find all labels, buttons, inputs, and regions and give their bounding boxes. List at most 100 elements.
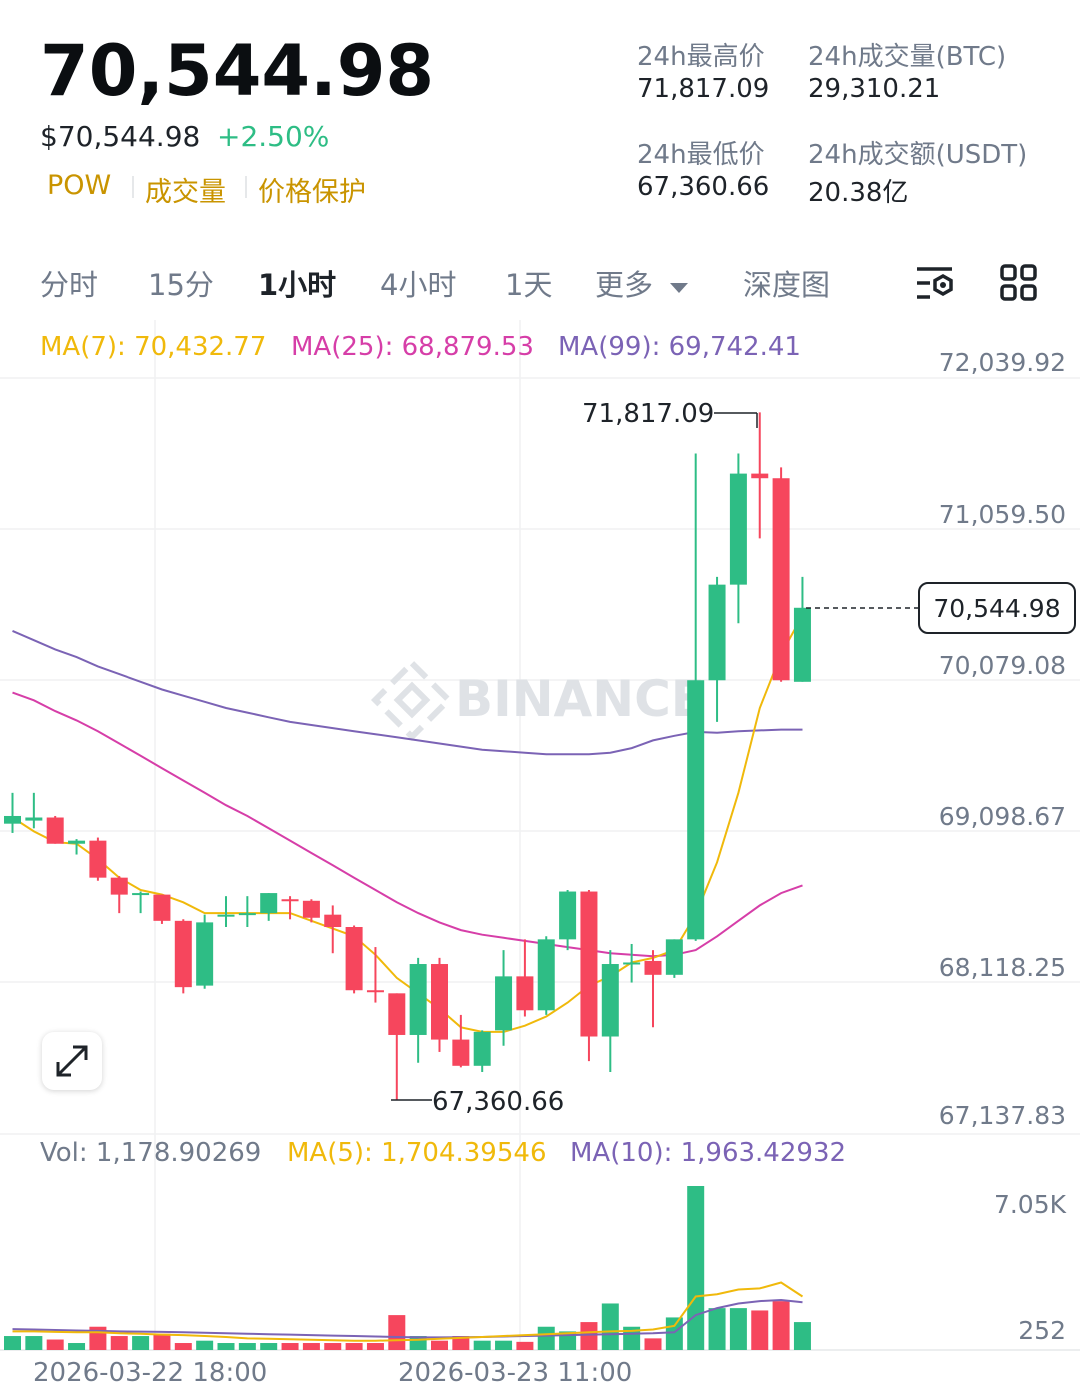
- ma25-line: [12, 691, 803, 958]
- candle-up: [260, 893, 278, 914]
- binance-logo-icon: [370, 658, 454, 742]
- candle-down: [89, 840, 107, 878]
- volume-ma5-line: [12, 1281, 804, 1342]
- candle-up: [473, 1031, 491, 1066]
- candle-down: [431, 964, 448, 1040]
- volume-bar: [302, 1343, 320, 1350]
- expand-chart-button[interactable]: [42, 1032, 102, 1090]
- candle-down: [388, 993, 406, 1035]
- tab-15m[interactable]: 15分: [148, 268, 214, 302]
- candle-up: [68, 840, 86, 844]
- candle-up: [4, 815, 21, 824]
- low-marker: 67,360.66: [391, 1087, 564, 1117]
- tag-pow[interactable]: POW: [47, 170, 112, 201]
- time-axis-label: 2026-03-23 11:00: [398, 1358, 633, 1388]
- volume-bar: [4, 1336, 21, 1350]
- indicator-settings-icon[interactable]: [914, 264, 956, 304]
- candle-up: [793, 607, 811, 682]
- tab-1d[interactable]: 1天: [505, 268, 553, 302]
- tag-divider: [132, 176, 134, 198]
- volume-bar: [793, 1322, 811, 1350]
- candles: [4, 412, 811, 1100]
- volume-bar: [644, 1338, 662, 1350]
- volume-axis-bottom: 252: [1018, 1316, 1066, 1345]
- candle-up: [409, 964, 427, 1035]
- high-marker-label: 71,817.09: [582, 399, 714, 429]
- price-axis-label: 71,059.50: [938, 500, 1066, 529]
- ma99-line: [12, 629, 803, 756]
- candle-down: [302, 900, 320, 918]
- change-percent: +2.50%: [217, 120, 330, 153]
- current-price-tag[interactable]: 70,544.98: [918, 582, 1076, 634]
- tab-depth-chart[interactable]: 深度图: [743, 268, 831, 302]
- ma7-legend: MA(7): 70,432.77: [40, 332, 267, 362]
- candle-up: [132, 893, 150, 896]
- volume-bar: [431, 1340, 448, 1350]
- volume-bar: [132, 1336, 150, 1350]
- price-axis-label: 69,098.67: [938, 802, 1066, 831]
- volume-bar: [473, 1340, 491, 1350]
- candle-down: [516, 976, 534, 1011]
- volume-bar: [68, 1343, 86, 1350]
- volume-axis-top: 7.05K: [993, 1190, 1066, 1219]
- volume-bar: [516, 1341, 534, 1350]
- tag-divider: [245, 176, 247, 198]
- candle-up: [708, 584, 726, 681]
- candle-up: [665, 939, 683, 975]
- candle-down: [644, 960, 662, 975]
- candlestick-chart[interactable]: BINANCE 71,817.09 67,360.66: [0, 320, 1080, 1392]
- candle-down: [452, 1039, 470, 1066]
- tab-1h[interactable]: 1小时: [258, 268, 337, 302]
- volume-bar: [366, 1343, 384, 1350]
- candle-down: [46, 817, 64, 844]
- candle-up: [601, 964, 619, 1037]
- volume-legend: Vol: 1,178.90269: [40, 1138, 262, 1168]
- price-axis-label: 68,118.25: [938, 953, 1066, 982]
- high-label: 24h最高价: [637, 42, 765, 72]
- candle-up: [25, 817, 43, 821]
- volume-bar: [196, 1340, 214, 1350]
- candle-up: [238, 913, 256, 916]
- chevron-down-icon: [670, 283, 689, 293]
- ma99-legend: MA(99): 69,742.41: [558, 332, 801, 362]
- candle-up: [687, 680, 705, 940]
- candle-down: [281, 899, 299, 902]
- volume-usdt-label: 24h成交额(USDT): [808, 140, 1028, 170]
- tab-timeline[interactable]: 分时: [40, 268, 99, 302]
- volume-btc-value: 29,310.21: [808, 74, 941, 104]
- tab-more-label: 更多: [595, 268, 654, 302]
- tab-more[interactable]: 更多: [595, 262, 690, 304]
- candle-down: [751, 473, 769, 479]
- volume-bars: [4, 1186, 811, 1350]
- grid-layout-icon[interactable]: [1000, 264, 1038, 302]
- price-axis-label: 72,039.92: [938, 348, 1066, 377]
- volume-bar: [25, 1336, 43, 1350]
- tag-volume[interactable]: 成交量: [145, 177, 226, 208]
- low-value: 67,360.66: [637, 172, 770, 202]
- tag-price-protection[interactable]: 价格保护: [258, 177, 366, 208]
- volume-bar: [495, 1340, 513, 1350]
- volume-bar: [217, 1343, 235, 1350]
- volume-bar: [388, 1315, 406, 1350]
- candle-up: [559, 891, 577, 940]
- volume-bar: [260, 1343, 278, 1350]
- binance-watermark: BINANCE: [455, 670, 705, 728]
- candle-up: [217, 914, 235, 917]
- tab-4h[interactable]: 4小时: [380, 268, 457, 302]
- candle-up: [729, 473, 747, 585]
- volume-btc-label: 24h成交量(BTC): [808, 42, 1007, 72]
- chart-grid: [0, 320, 1080, 1351]
- candle-up: [623, 962, 641, 965]
- volume-bar: [580, 1322, 598, 1350]
- volume-bar: [665, 1317, 683, 1350]
- time-axis-label: 2026-03-22 18:00: [33, 1358, 268, 1388]
- volume-bar: [623, 1326, 641, 1350]
- volume-bar: [729, 1308, 747, 1350]
- volume-bar: [281, 1343, 299, 1350]
- volume-bar: [772, 1301, 790, 1350]
- volume-bar: [46, 1339, 64, 1350]
- usd-price: $70,544.98: [40, 120, 201, 153]
- volume-ma10-line: [12, 1298, 803, 1339]
- low-label: 24h最低价: [637, 140, 765, 170]
- volume-bar: [708, 1308, 726, 1350]
